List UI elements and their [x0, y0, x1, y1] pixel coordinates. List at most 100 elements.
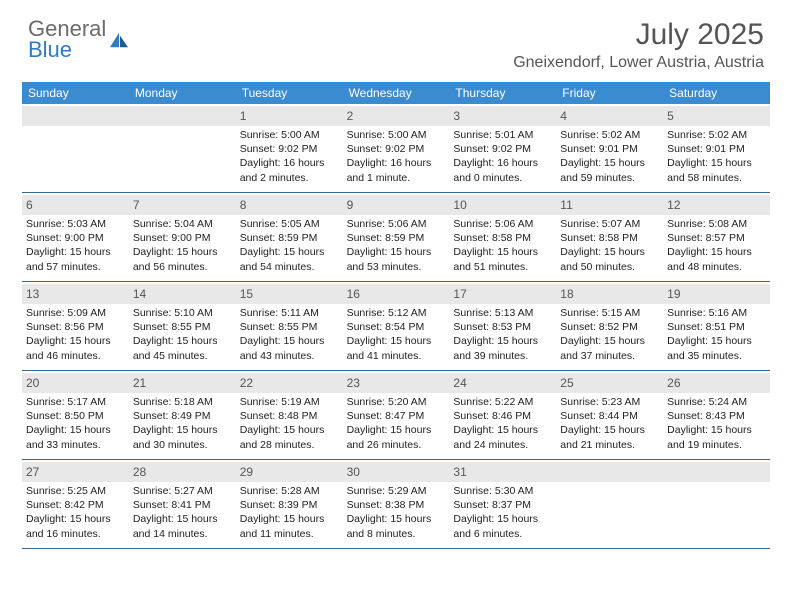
day-number-bar: 14 — [129, 284, 236, 304]
sunrise-line: Sunrise: 5:23 AM — [560, 395, 659, 409]
sunset-line: Sunset: 8:57 PM — [667, 231, 766, 245]
location-subtitle: Gneixendorf, Lower Austria, Austria — [513, 54, 764, 72]
day-cell: 4Sunrise: 5:02 AMSunset: 9:01 PMDaylight… — [556, 104, 663, 192]
daylight-line: Daylight: 15 hours and 21 minutes. — [560, 423, 659, 451]
weeks-container: 1 Sunrise: 5:00 AM Sunset: 9:02 PM Daylight… — [22, 104, 770, 549]
sunset-line: Sunset: 8:46 PM — [453, 409, 552, 423]
daylight-line: Daylight: 15 hours and 24 minutes. — [453, 423, 552, 451]
day-number-bar: 13 — [22, 284, 129, 304]
header: General Blue July 2025 Gneixendorf, Lowe… — [0, 0, 792, 76]
day-cell: 29 Sunrise: 5:28 AMSunset: 8:39 PMDayligh… — [236, 460, 343, 548]
day-number: 7 — [133, 198, 140, 212]
sunset-line: Sunset: 9:00 PM — [26, 231, 125, 245]
sunrise-line: Sunrise: 5:27 AM — [133, 484, 232, 498]
sunset-line: Sunset: 8:51 PM — [667, 320, 766, 334]
day-cell: 6Sunrise: 5:03 AMSunset: 9:00 PMDaylight… — [22, 193, 129, 281]
dow-cell: Wednesday — [343, 82, 450, 104]
sunset-line: Sunset: 9:02 PM — [240, 142, 339, 156]
day-number-bar: 21 — [129, 373, 236, 393]
sunset-line: Sunset: 8:41 PM — [133, 498, 232, 512]
day-number — [667, 465, 670, 479]
day-number: 19 — [667, 287, 680, 301]
day-cell: 14Sunrise: 5:10 AMSunset: 8:55 PMDayligh… — [129, 282, 236, 370]
sunset-line: Sunset: 8:39 PM — [240, 498, 339, 512]
day-number-bar: 30 — [343, 462, 450, 482]
day-number: 3 — [453, 109, 460, 123]
day-number — [26, 109, 29, 123]
day-number: 29 — [240, 465, 253, 479]
sunrise-line: Sunrise: 5:07 AM — [560, 217, 659, 231]
day-number: 13 — [26, 287, 39, 301]
dow-cell: Saturday — [663, 82, 770, 104]
day-cell: 30Sunrise: 5:29 AMSunset: 8:38 PMDayligh… — [343, 460, 450, 548]
day-number: 25 — [560, 376, 573, 390]
daylight-line: Daylight: 15 hours and 11 minutes. — [240, 512, 339, 540]
daylight-line: Daylight: 15 hours and 28 minutes. — [240, 423, 339, 451]
day-number: 4 — [560, 109, 567, 123]
day-number: 18 — [560, 287, 573, 301]
sunset-line: Sunset: 8:58 PM — [560, 231, 659, 245]
sunrise-line: Sunrise: 5:01 AM — [453, 128, 552, 142]
day-number-bar: 23 — [343, 373, 450, 393]
daylight-line: Daylight: 15 hours and 59 minutes. — [560, 156, 659, 184]
sunset-line: Sunset: 8:43 PM — [667, 409, 766, 423]
sunrise-line: Sunrise: 5:28 AM — [240, 484, 339, 498]
sunrise-line: Sunrise: 5:25 AM — [26, 484, 125, 498]
day-number-bar: 28 — [129, 462, 236, 482]
day-number-bar: 3 — [449, 106, 556, 126]
day-number: 16 — [347, 287, 360, 301]
sunset-line: Sunset: 8:59 PM — [347, 231, 446, 245]
sunrise-line: Sunrise: 5:18 AM — [133, 395, 232, 409]
day-number-bar: 31 — [449, 462, 556, 482]
day-number-bar: 8 — [236, 195, 343, 215]
day-number: 2 — [347, 109, 354, 123]
calendar: SundayMondayTuesdayWednesdayThursdayFrid… — [22, 82, 770, 549]
day-cell — [556, 460, 663, 548]
day-cell: 18Sunrise: 5:15 AMSunset: 8:52 PMDayligh… — [556, 282, 663, 370]
day-cell: 23Sunrise: 5:20 AMSunset: 8:47 PMDayligh… — [343, 371, 450, 459]
day-cell — [663, 460, 770, 548]
daylight-line: Daylight: 15 hours and 16 minutes. — [26, 512, 125, 540]
sunset-line: Sunset: 9:01 PM — [560, 142, 659, 156]
daylight-line: Daylight: 15 hours and 56 minutes. — [133, 245, 232, 273]
sunrise-line: Sunrise: 5:15 AM — [560, 306, 659, 320]
day-number-bar: 20 — [22, 373, 129, 393]
day-cell: 22Sunrise: 5:19 AMSunset: 8:48 PMDayligh… — [236, 371, 343, 459]
sunrise-line: Sunrise: 5:24 AM — [667, 395, 766, 409]
sunrise-line: Sunrise: 5:00 AM — [347, 128, 446, 142]
sunrise-line: Sunrise: 5:08 AM — [667, 217, 766, 231]
day-number-bar: 27 — [22, 462, 129, 482]
week-row: 13Sunrise: 5:09 AMSunset: 8:56 PMDayligh… — [22, 282, 770, 371]
day-number: 20 — [26, 376, 39, 390]
day-number: 28 — [133, 465, 146, 479]
day-number-bar: 26 — [663, 373, 770, 393]
day-cell: 7 Sunrise: 5:04 AMSunset: 9:00 PMDaylight… — [129, 193, 236, 281]
sunset-line: Sunset: 8:42 PM — [26, 498, 125, 512]
daylight-line: Daylight: 15 hours and 57 minutes. — [26, 245, 125, 273]
sunrise-line: Sunrise: 5:04 AM — [133, 217, 232, 231]
sunrise-line: Sunrise: 5:06 AM — [347, 217, 446, 231]
day-cell: 2Sunrise: 5:00 AMSunset: 9:02 PMDaylight… — [343, 104, 450, 192]
sunset-line: Sunset: 9:00 PM — [133, 231, 232, 245]
day-number-bar: 6 — [22, 195, 129, 215]
day-number: 10 — [453, 198, 466, 212]
dow-cell: Friday — [556, 82, 663, 104]
day-cell: 21Sunrise: 5:18 AMSunset: 8:49 PMDayligh… — [129, 371, 236, 459]
daylight-line: Daylight: 15 hours and 14 minutes. — [133, 512, 232, 540]
daylight-line: Daylight: 15 hours and 35 minutes. — [667, 334, 766, 362]
day-number-bar: 1 — [236, 106, 343, 126]
day-cell: 20Sunrise: 5:17 AMSunset: 8:50 PMDayligh… — [22, 371, 129, 459]
day-cell: 26Sunrise: 5:24 AMSunset: 8:43 PMDayligh… — [663, 371, 770, 459]
day-cell: 28 Sunrise: 5:27 AMSunset: 8:41 PMDayligh… — [129, 460, 236, 548]
sunrise-line: Sunrise: 5:20 AM — [347, 395, 446, 409]
day-number-bar — [22, 106, 129, 126]
day-number: 8 — [240, 198, 247, 212]
day-cell: 12Sunrise: 5:08 AMSunset: 8:57 PMDayligh… — [663, 193, 770, 281]
dow-cell: Sunday — [22, 82, 129, 104]
day-number-bar: 4 — [556, 106, 663, 126]
dow-cell: Tuesday — [236, 82, 343, 104]
dow-header-row: SundayMondayTuesdayWednesdayThursdayFrid… — [22, 82, 770, 104]
daylight-line: Daylight: 15 hours and 58 minutes. — [667, 156, 766, 184]
day-number-bar — [663, 462, 770, 482]
daylight-line: Daylight: 15 hours and 30 minutes. — [133, 423, 232, 451]
